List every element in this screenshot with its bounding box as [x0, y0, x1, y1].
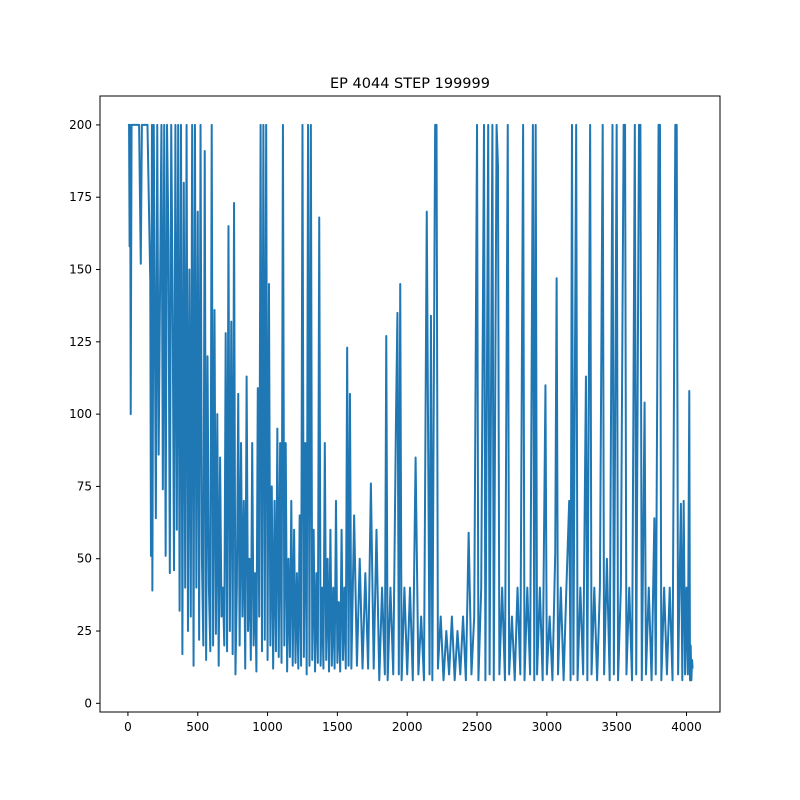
x-tick-label: 3000 — [532, 720, 563, 734]
y-tick-label: 75 — [77, 479, 92, 493]
x-tick-label: 1500 — [322, 720, 353, 734]
x-tick-label: 2000 — [392, 720, 423, 734]
axes-frame — [99, 95, 721, 713]
x-tick-label: 0 — [124, 720, 132, 734]
y-tick-label: 125 — [69, 335, 92, 349]
series-layer — [127, 123, 694, 682]
chart-title: EP 4044 STEP 199999 — [330, 76, 490, 92]
y-tick-label: 50 — [77, 552, 92, 566]
series-line-0 — [127, 123, 694, 682]
x-tick-label: 3500 — [601, 720, 632, 734]
plot-area — [127, 123, 694, 682]
x-tick-label: 2500 — [462, 720, 493, 734]
y-tick-label: 100 — [69, 407, 92, 421]
y-tick-label: 0 — [84, 696, 92, 710]
y-tick-label: 25 — [77, 624, 92, 638]
y-tick-label: 150 — [69, 263, 92, 277]
x-axis: 0 500 1000 1500 2000 2500 3000 3500 4000 — [124, 712, 702, 734]
y-tick-label: 175 — [69, 190, 92, 204]
x-tick-label: 1000 — [252, 720, 283, 734]
y-tick-label: 200 — [69, 118, 92, 132]
x-tick-label: 500 — [186, 720, 209, 734]
x-tick-label: 4000 — [671, 720, 702, 734]
y-axis: 0 25 50 75 100 125 150 175 200 — [69, 118, 100, 710]
